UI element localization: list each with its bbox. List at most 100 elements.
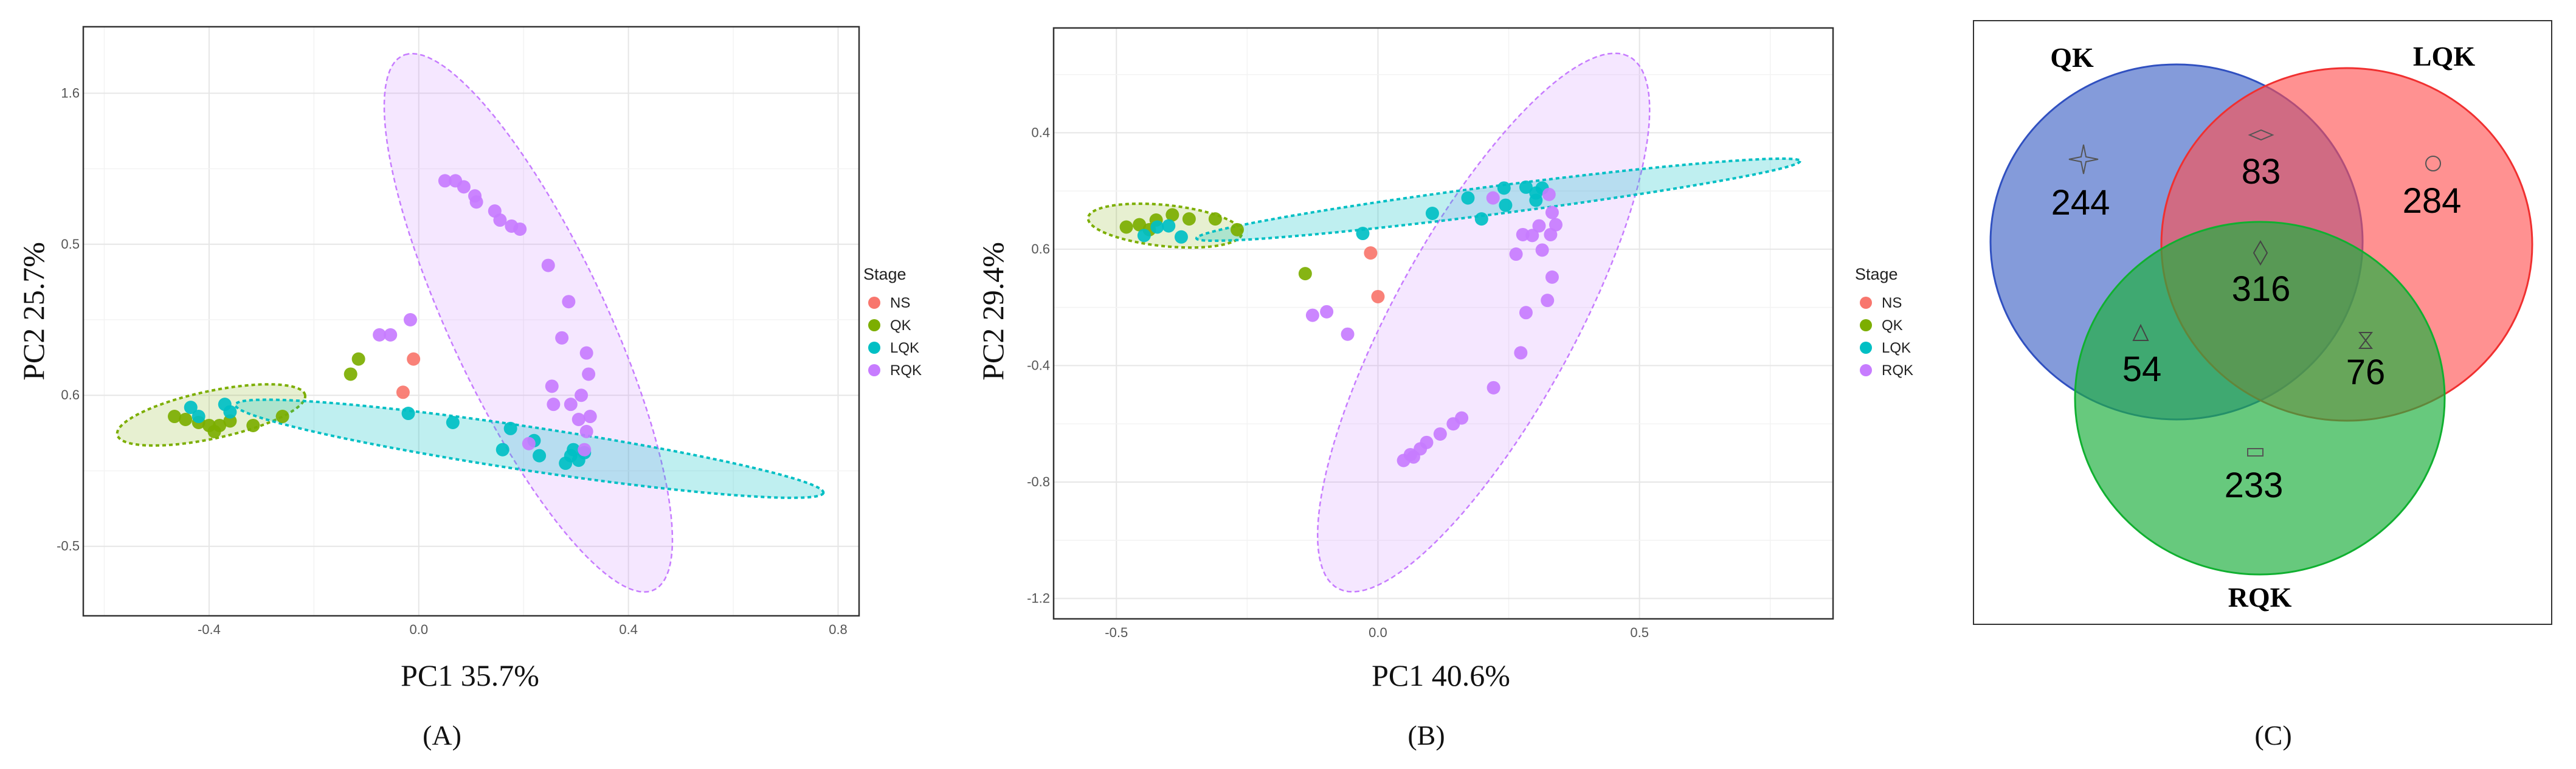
venn-label-rqk: RQK xyxy=(2228,582,2292,613)
venn-count-rqk-only: 233 xyxy=(2225,466,2284,505)
data-point-rqk xyxy=(583,410,597,424)
data-point-lqk xyxy=(567,443,581,457)
x-axis-title-a: PC1 35.7% xyxy=(401,658,539,692)
data-point-rqk xyxy=(438,174,452,188)
data-point-rqk xyxy=(522,436,536,450)
y-tick-label: -0.5 xyxy=(57,539,80,554)
data-point-ns xyxy=(407,352,421,366)
data-point-rqk xyxy=(541,258,555,272)
legend-title-a: Stage xyxy=(863,265,906,283)
data-point-rqk xyxy=(513,222,527,236)
legend-b: Stage NS QK LQK RQK xyxy=(1855,265,1913,379)
legend-marker-qk xyxy=(868,319,880,331)
data-point-lqk xyxy=(1174,230,1188,244)
data-point-rqk xyxy=(384,328,398,342)
triangle-icon xyxy=(2132,323,2149,341)
data-point-rqk xyxy=(1542,187,1556,201)
data-point-rqk xyxy=(1544,227,1558,241)
x-tick-label: -0.5 xyxy=(1105,625,1128,640)
data-point-qk xyxy=(1298,267,1312,281)
data-point-rqk xyxy=(469,195,483,209)
data-point-rqk xyxy=(562,295,576,309)
data-point-lqk xyxy=(1356,227,1370,241)
rectangle-icon xyxy=(2247,448,2263,457)
plot-frame xyxy=(82,26,860,617)
data-point-rqk xyxy=(545,379,559,393)
data-point-rqk xyxy=(582,367,596,381)
data-point-ns xyxy=(396,385,410,399)
data-point-qk xyxy=(179,413,193,426)
data-point-ns xyxy=(1364,246,1378,260)
data-point-rqk xyxy=(1545,270,1559,284)
data-point-lqk xyxy=(1497,181,1511,195)
data-point-qk xyxy=(207,424,221,438)
y-axis-title-b: PC2 29.4% xyxy=(976,242,1010,381)
data-point-rqk xyxy=(1446,417,1460,431)
data-point-lqk xyxy=(1461,191,1475,205)
venn-count-qk-rqk: 54 xyxy=(2122,350,2162,389)
data-point-rqk xyxy=(1545,205,1559,219)
data-point-rqk xyxy=(1433,427,1447,441)
data-point-rqk xyxy=(578,443,592,457)
data-point-rqk xyxy=(1406,450,1420,464)
legend-label-qk: QK xyxy=(890,317,911,334)
data-point-rqk xyxy=(555,331,569,345)
y-tick-label: 1.6 xyxy=(61,85,80,100)
venn-diagram: QK LQK RQK 244 83 284 316 54 76 233 xyxy=(1973,20,2552,625)
x-axis-title-b: PC1 40.6% xyxy=(1372,658,1510,692)
legend-marker-ns xyxy=(1860,297,1872,309)
legend-label-ns: NS xyxy=(1882,295,1902,311)
panel-label-b: (B) xyxy=(1407,720,1445,751)
data-point-lqk xyxy=(223,405,237,419)
data-point-lqk xyxy=(446,415,460,429)
legend-marker-ns xyxy=(868,297,880,309)
venn-count-lqk-only: 284 xyxy=(2403,181,2462,221)
data-point-rqk xyxy=(1487,381,1500,395)
plot-background xyxy=(1054,28,1833,619)
legend-a: Stage NS QK LQK RQK xyxy=(863,265,922,379)
data-point-qk xyxy=(1231,222,1245,236)
y-tick-label: 0.6 xyxy=(1031,241,1050,257)
data-point-qk xyxy=(1133,218,1147,232)
data-point-qk xyxy=(344,367,357,381)
data-point-ns xyxy=(1371,289,1385,303)
circle-icon xyxy=(2425,156,2441,171)
x-tick-label: 0.4 xyxy=(619,622,638,637)
data-point-lqk xyxy=(1425,207,1439,221)
venn-set-rqk xyxy=(2074,221,2446,576)
x-tick-label: -0.4 xyxy=(198,622,221,637)
y-tick-label: -0.8 xyxy=(1027,474,1050,489)
data-point-rqk xyxy=(1486,191,1500,205)
data-point-rqk xyxy=(1509,247,1523,261)
diamond-icon xyxy=(2248,129,2274,141)
data-point-rqk xyxy=(457,180,471,194)
venn-count-all: 316 xyxy=(2232,269,2291,309)
data-point-lqk xyxy=(1162,219,1176,233)
legend-marker-rqk xyxy=(868,364,880,376)
data-point-rqk xyxy=(1519,306,1533,320)
x-tick-label: 0.0 xyxy=(409,622,428,637)
data-point-rqk xyxy=(1549,218,1563,232)
venn-count-qk-only: 244 xyxy=(2051,183,2110,222)
hourglass-icon xyxy=(2358,332,2374,349)
data-point-qk xyxy=(1208,212,1222,226)
data-point-qk xyxy=(1165,208,1179,222)
legend-marker-rqk xyxy=(1860,364,1872,376)
data-point-lqk xyxy=(533,449,547,463)
panel-label-c: (C) xyxy=(2254,720,2291,751)
data-point-rqk xyxy=(1514,346,1528,360)
data-point-rqk xyxy=(547,398,561,412)
data-point-qk xyxy=(1119,220,1133,234)
data-point-qk xyxy=(275,410,289,424)
data-point-lqk xyxy=(1137,229,1151,243)
data-point-rqk xyxy=(571,413,585,426)
legend-label-lqk: LQK xyxy=(1882,340,1911,356)
legend-marker-qk xyxy=(1860,319,1872,331)
star-icon xyxy=(2068,144,2099,174)
data-point-qk xyxy=(168,410,182,424)
panel-label-a: (A) xyxy=(423,720,461,751)
data-point-qk xyxy=(246,418,260,432)
data-point-rqk xyxy=(579,346,593,360)
